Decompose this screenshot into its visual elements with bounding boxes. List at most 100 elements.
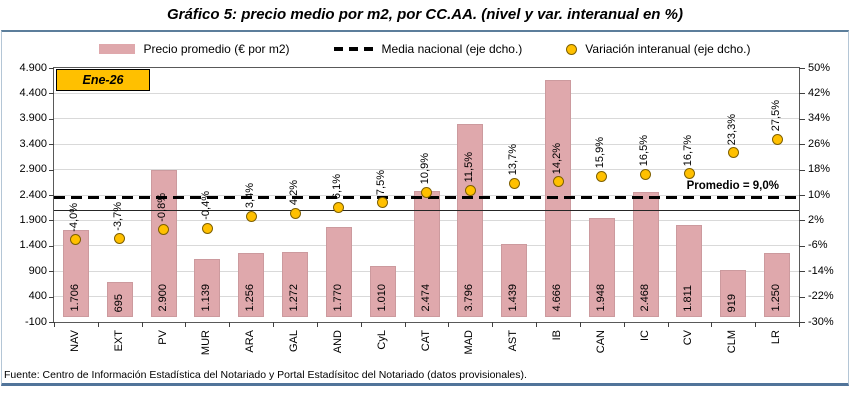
bar-value-label: 2.468 (638, 284, 651, 312)
left-axis-tick (49, 245, 54, 247)
right-axis-tick (799, 195, 805, 196)
chart-frame (1, 30, 849, 386)
variation-marker (158, 223, 170, 235)
right-axis-tick (799, 322, 805, 323)
category-label: EXT (112, 330, 125, 352)
variation-label: 11,5% (462, 151, 475, 183)
right-axis-tick (799, 296, 805, 298)
x-axis-tick (273, 322, 275, 327)
variation-label: 23,3% (725, 113, 738, 145)
x-axis-tick (579, 322, 581, 327)
category-label: AND (331, 330, 344, 354)
right-axis-label: 18% (808, 163, 831, 176)
variation-marker (552, 176, 564, 188)
variation-label: 27,5% (769, 100, 782, 132)
bar-value-label: 4.666 (551, 284, 563, 312)
period-label: Ene-26 (82, 73, 124, 87)
legend-label: Precio promedio (€ por m2) (143, 42, 290, 56)
variation-marker (245, 210, 257, 222)
variation-label: 3,4% (243, 182, 256, 208)
price-bar (632, 191, 659, 317)
chart-title: Gráfico 5: precio medio por m2, por CC.A… (167, 6, 683, 23)
gridline (54, 118, 799, 120)
bar-value-label: 3.796 (463, 284, 476, 312)
x-axis-tick (711, 322, 713, 327)
variation-label: 14,2% (550, 142, 563, 174)
bar-value-label: 1.256 (244, 284, 257, 312)
gridline (54, 143, 799, 145)
left-axis-label: 4.900 (19, 61, 47, 74)
source-note: Fuente: Centro de Información Estadístic… (4, 369, 527, 381)
x-axis-tick (799, 322, 800, 327)
legend-item-variacion-interanual: Variación interanual (eje dcho.) (566, 42, 751, 56)
right-axis-label: -14% (808, 264, 834, 277)
category-label: CAN (594, 330, 607, 354)
x-axis-tick (360, 322, 362, 327)
variation-label: 7,5% (375, 169, 388, 195)
right-axis-tick (799, 271, 805, 273)
price-bar (588, 217, 615, 317)
x-axis-tick (229, 322, 231, 327)
price-bar (282, 252, 308, 317)
x-axis-tick (54, 322, 55, 327)
category-label: CyL (375, 330, 388, 350)
variation-label: -3,7% (112, 201, 125, 231)
right-axis-tick (799, 144, 805, 146)
plot-area: Ene-26 Promedio = 9,0% 4.900 4.400 3.900 3.… (19, 62, 833, 356)
price-bar (413, 191, 440, 317)
left-axis-tick (49, 220, 54, 222)
variation-marker (727, 147, 739, 159)
bar-value-label: 1.811 (682, 285, 695, 312)
legend-item-media-nacional: Media nacional (eje dcho.) (333, 42, 523, 56)
category-label: MAD (463, 330, 476, 355)
category-label: IC (638, 330, 651, 341)
left-axis-label: 1.400 (19, 239, 47, 252)
variation-label: -0,4% (199, 191, 212, 220)
gridline (54, 169, 799, 171)
legend-label: Variación interanual (eje dcho.) (585, 42, 751, 56)
right-axis-label: 50% (808, 61, 831, 74)
right-axis-label: -22% (808, 290, 834, 303)
period-label-box: Ene-26 (56, 69, 150, 91)
right-axis-label: 26% (808, 137, 831, 150)
left-axis-label: 4.400 (19, 86, 47, 99)
category-label: CAT (419, 330, 432, 352)
variation-label: -4,0% (68, 202, 81, 232)
category-label: NAV (68, 330, 81, 352)
right-axis-tick (799, 93, 805, 95)
bar-value-label: 1.272 (288, 284, 300, 312)
variation-marker (640, 168, 652, 180)
variation-marker (508, 177, 520, 189)
x-axis-tick (97, 322, 99, 327)
x-axis-tick (536, 322, 538, 327)
left-axis-label: 3.400 (19, 137, 47, 150)
x-axis-tick (448, 322, 450, 327)
variation-label: 15,9% (594, 137, 607, 169)
category-label: AST (507, 330, 520, 352)
variation-label: 10,9% (419, 152, 431, 185)
legend-label: Media nacional (eje dcho.) (381, 42, 523, 56)
variation-marker (464, 184, 476, 196)
left-axis-tick (49, 195, 54, 196)
variation-label: 16,7% (681, 134, 694, 166)
price-bar (194, 259, 221, 317)
right-axis-label: -30% (808, 315, 834, 328)
bar-value-label: 1.706 (68, 284, 81, 312)
bar-value-label: 2.474 (419, 284, 432, 312)
bar-value-label: 695 (112, 293, 125, 312)
left-axis-label: 1.900 (19, 213, 47, 226)
price-bar (501, 243, 528, 317)
bar-swatch-icon (99, 44, 136, 54)
reference-line (54, 210, 799, 212)
right-axis-tick (799, 68, 805, 69)
variation-label: 4,2% (287, 180, 300, 206)
chart-legend: Precio promedio (€ por m2) Media naciona… (0, 41, 850, 57)
bar-value-label: 1.139 (200, 284, 213, 312)
price-bar (150, 169, 177, 317)
price-bar (238, 253, 265, 317)
price-bar (720, 270, 747, 317)
price-bar (676, 224, 703, 317)
left-axis-label: 400 (28, 290, 47, 303)
price-bar (369, 265, 396, 317)
